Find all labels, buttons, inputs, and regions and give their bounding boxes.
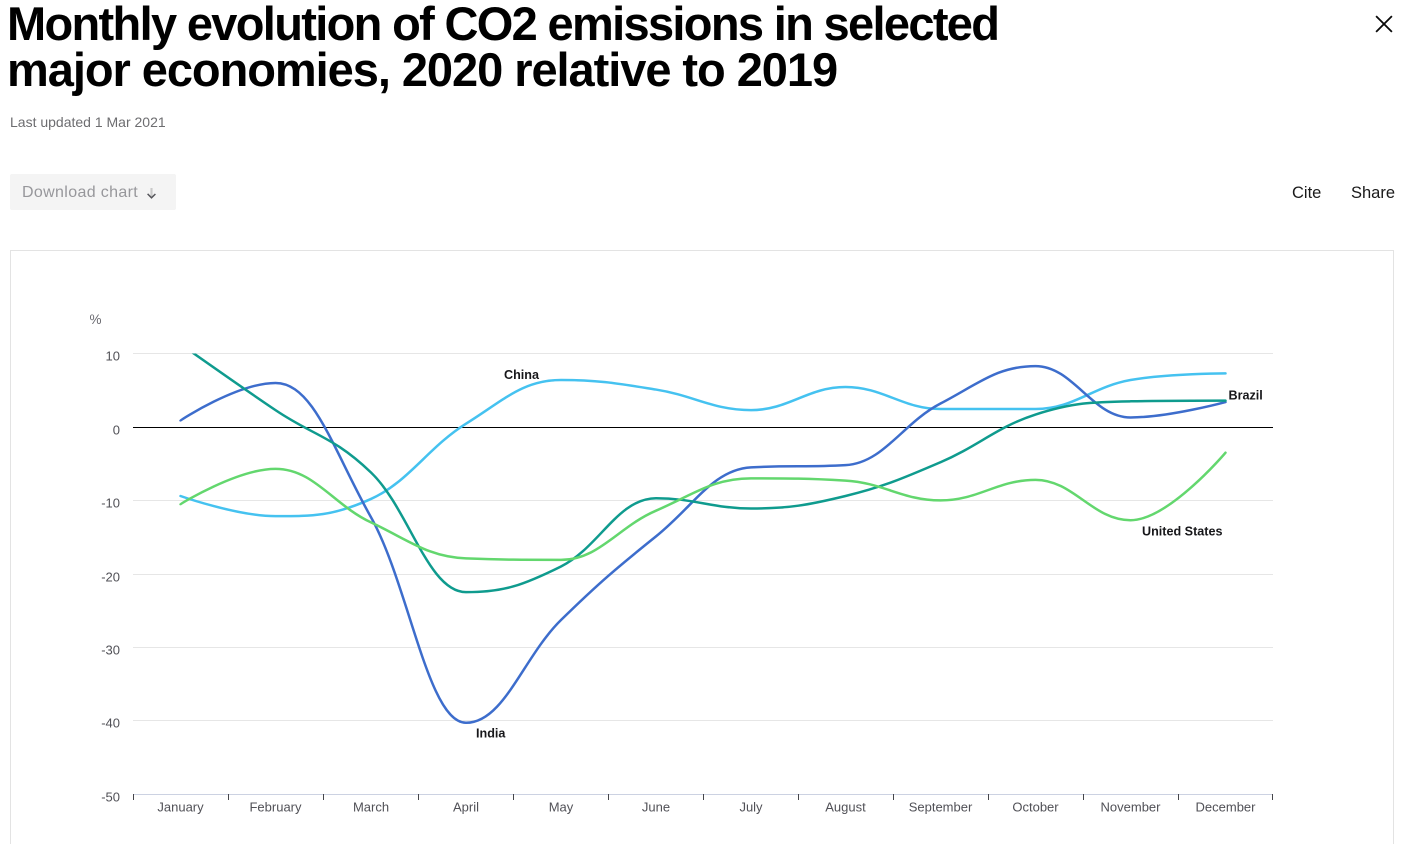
- svg-text:Brazil: Brazil: [1229, 389, 1263, 403]
- svg-text:-20: -20: [101, 569, 120, 584]
- svg-text:August: August: [825, 800, 866, 815]
- svg-text:April: April: [453, 800, 479, 815]
- svg-text:September: September: [909, 800, 973, 815]
- svg-text:June: June: [642, 800, 670, 815]
- svg-text:February: February: [249, 800, 302, 815]
- svg-text:United States: United States: [1142, 525, 1222, 539]
- svg-text:October: October: [1012, 800, 1059, 815]
- svg-text:%: %: [89, 312, 101, 327]
- svg-text:December: December: [1196, 800, 1257, 815]
- svg-text:-30: -30: [101, 642, 120, 657]
- svg-text:-50: -50: [101, 789, 120, 804]
- svg-text:November: November: [1101, 800, 1162, 815]
- svg-text:10: 10: [106, 348, 120, 363]
- svg-text:0: 0: [113, 422, 120, 437]
- svg-text:-40: -40: [101, 715, 120, 730]
- svg-text:January: January: [157, 800, 204, 815]
- svg-text:July: July: [739, 800, 763, 815]
- svg-text:May: May: [549, 800, 574, 815]
- svg-text:March: March: [353, 800, 389, 815]
- svg-text:-10: -10: [101, 495, 120, 510]
- svg-text:China: China: [504, 368, 540, 382]
- svg-text:India: India: [476, 727, 506, 741]
